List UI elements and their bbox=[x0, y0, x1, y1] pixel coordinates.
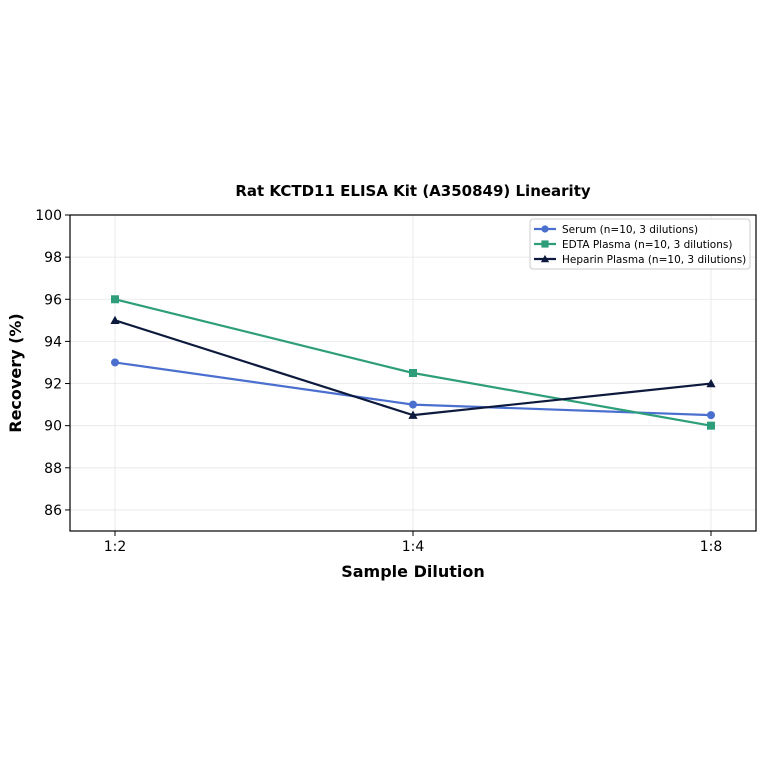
y-tick-label: 94 bbox=[44, 334, 62, 350]
y-axis-ticks: 86 88 90 92 94 96 98 100 bbox=[35, 208, 70, 519]
y-tick-label: 98 bbox=[44, 250, 62, 266]
legend-box bbox=[529, 218, 751, 270]
y-tick-label: 86 bbox=[44, 503, 62, 519]
y-tick-label: 100 bbox=[35, 208, 62, 224]
legend-marker bbox=[540, 254, 550, 263]
x-tick-label: 1:8 bbox=[700, 539, 723, 555]
x-tick-label: 1:2 bbox=[104, 539, 127, 555]
y-tick-label: 88 bbox=[44, 461, 62, 477]
data-point bbox=[707, 421, 715, 430]
y-tick-label: 90 bbox=[44, 419, 62, 435]
data-point bbox=[110, 315, 120, 325]
legend-label: EDTA Plasma (n=10, 3 dilutions) bbox=[562, 239, 732, 251]
series-circle bbox=[111, 358, 715, 420]
legend-label: Heparin Plasma (n=10, 3 dilutions) bbox=[562, 254, 746, 266]
legend-label: Serum (n=10, 3 dilutions) bbox=[562, 224, 698, 236]
data-point bbox=[707, 411, 715, 420]
x-axis-label: Sample Dilution bbox=[341, 562, 485, 581]
series-triangle bbox=[110, 315, 716, 419]
chart-title: Rat KCTD11 ELISA Kit (A350849) Linearity bbox=[235, 182, 591, 200]
data-point bbox=[409, 400, 417, 409]
series-group bbox=[110, 295, 716, 430]
legend-marker bbox=[541, 225, 549, 233]
x-tick-label: 1:4 bbox=[402, 539, 425, 555]
y-tick-label: 96 bbox=[44, 292, 62, 308]
legend: Serum (n=10, 3 dilutions) EDTA Plasma (n=… bbox=[529, 218, 751, 270]
y-tick-label: 92 bbox=[44, 377, 62, 393]
legend-marker bbox=[541, 240, 549, 248]
x-axis-ticks: 1:2 1:4 1:8 bbox=[104, 531, 723, 555]
data-point bbox=[706, 378, 716, 388]
legend-entry: Serum (n=10, 3 dilutions) bbox=[534, 224, 698, 236]
legend-entry: Heparin Plasma (n=10, 3 dilutions) bbox=[534, 254, 746, 266]
y-axis-label: Recovery (%) bbox=[6, 313, 25, 432]
data-point bbox=[408, 410, 418, 419]
series-square bbox=[111, 295, 715, 430]
legend-entry: EDTA Plasma (n=10, 3 dilutions) bbox=[534, 239, 732, 251]
data-point bbox=[409, 369, 417, 377]
data-point bbox=[111, 358, 119, 367]
data-point bbox=[111, 295, 119, 304]
